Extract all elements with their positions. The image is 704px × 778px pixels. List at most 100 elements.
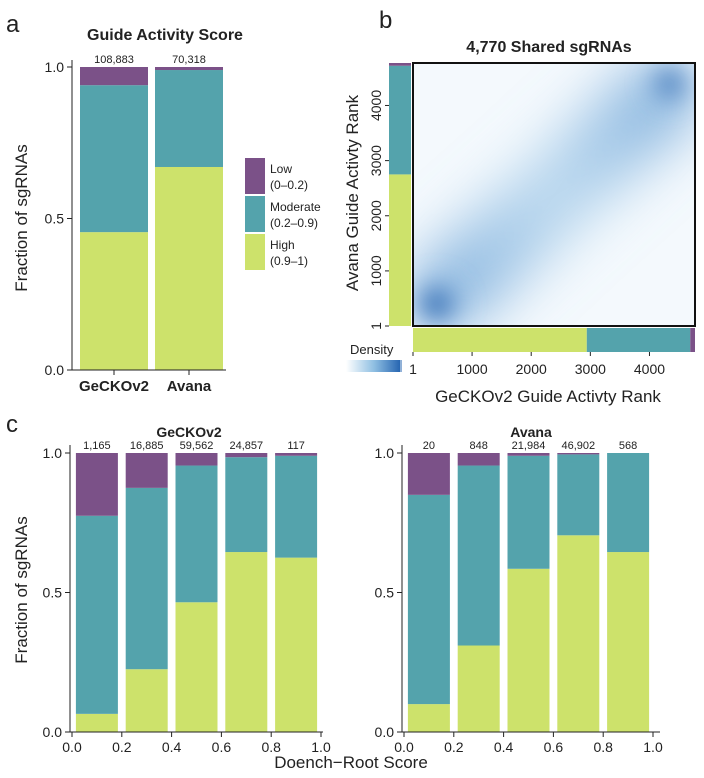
panel-b-x-tick-label: 1000	[456, 361, 487, 377]
panel-a-bars	[80, 67, 223, 370]
panel-c1-x-tick-label: 0.8	[261, 739, 281, 755]
panel-c2-x-tick-label: 0.4	[494, 739, 514, 755]
panel-c2-title: Avana	[510, 424, 552, 440]
legend-swatch-low	[245, 158, 265, 194]
density-heatmap	[413, 63, 695, 326]
panel-c2-bar-1-moderate	[457, 465, 500, 646]
panel-c2-bar-3-high	[557, 535, 600, 732]
panel-c1-bar-2-low	[175, 453, 218, 466]
panel-c2-y-ticks: 0.0 0.5 1.0	[375, 445, 402, 740]
panel-a: Guide Activity Score 108,883 70,318 0.00.…	[12, 27, 321, 395]
panel-c2-count-label: 20	[423, 440, 435, 452]
panel-a-y-tick-label: 1.0	[45, 59, 65, 75]
panel-c-xlabel: Doench−Root Score	[274, 753, 428, 772]
panel-b-y-tick-label: 4000	[368, 90, 384, 121]
x-marginal-high	[413, 328, 587, 352]
panel-a-x-tick-labels: GeCKOv2 Avana	[79, 370, 212, 395]
panel-c2-bar-1-low	[457, 453, 500, 466]
panel-c1-x-ticks: 0.0 0.2 0.4 0.6 0.8 1.0	[62, 732, 331, 755]
legend-swatch-moderate	[245, 196, 265, 232]
panel-c2-bar-0-moderate	[407, 494, 450, 705]
x-marginal-strip	[413, 328, 695, 352]
panel-c1-bar-4-moderate	[275, 455, 318, 558]
panel-c2-x-tick-label: 0.8	[593, 739, 613, 755]
legend-range-moderate: (0.2–0.9)	[270, 216, 318, 230]
panel-c1-bar-0-high	[75, 713, 118, 732]
panel-b-y-ticks: 1 1000 2000 3000 4000	[368, 90, 389, 330]
panel-c2-count-label: 848	[470, 440, 488, 452]
panel-a-x-tick-label: Avana	[167, 378, 212, 395]
panel-c2-bar-4-high	[607, 552, 650, 732]
panel-a-title: Guide Activity Score	[87, 27, 243, 44]
panel-c2-y-tick-label: 1.0	[375, 445, 395, 461]
panel-b-x-ticks: 1 1000 2000 3000 4000	[409, 352, 665, 377]
panel-c1-bar-2-moderate	[175, 465, 218, 603]
panel-c1-bar-4-low	[275, 453, 318, 456]
panel-a-x-tick-label: GeCKOv2	[79, 378, 149, 395]
panel-b-x-tick-label: 2000	[516, 361, 547, 377]
panel-b-y-tick-label: 3000	[368, 145, 384, 176]
panel-c1-bar-4-high	[275, 557, 318, 732]
legend-swatch-high	[245, 234, 265, 270]
panel-c1-x-tick-label: 0.6	[212, 739, 232, 755]
panel-c2-count-label: 568	[619, 440, 637, 452]
panel-c2-bar-0-low	[407, 453, 450, 495]
panel-b-x-tick-label: 3000	[575, 361, 606, 377]
panel-a-count-label: 70,318	[172, 54, 206, 66]
panel-c2-x-tick-label: 0.0	[394, 739, 414, 755]
y-marginal-strip	[389, 63, 411, 326]
panel-a-bar-1-moderate	[155, 70, 223, 167]
panel-a-bar-1-high	[155, 166, 223, 370]
panel-c1-bar-1-moderate	[125, 487, 168, 670]
panel-a-y-ticks: 0.0 0.5 1.0	[45, 59, 72, 378]
panel-a-y-tick-label: 0.5	[45, 211, 65, 227]
legend-label-high: High	[270, 238, 295, 252]
panel-c1-y-tick-label: 0.5	[43, 585, 63, 601]
panel-c1-bar-0-moderate	[75, 515, 118, 714]
panel-c1-x-tick-label: 0.0	[62, 739, 82, 755]
panel-label-b: b	[379, 7, 392, 34]
panel-c1-x-tick-label: 1.0	[311, 739, 331, 755]
panel-c2-bar-3-low	[557, 453, 600, 455]
density-hotspot-low-rank	[413, 274, 467, 326]
y-marginal-moderate	[389, 65, 411, 175]
panel-c2-y-tick-label: 0.0	[375, 724, 395, 740]
panel-c1-count-label: 1,165	[83, 440, 111, 452]
density-legend-bar	[346, 360, 402, 372]
panel-c2-x-tick-label: 0.6	[544, 739, 564, 755]
panel-b-title: 4,770 Shared sgRNAs	[466, 39, 632, 56]
panel-c2-bar-4-moderate	[607, 453, 650, 553]
panel-b-x-tick-label: 1	[409, 361, 417, 377]
panel-c2-bar-2-high	[507, 568, 550, 732]
panel-c1-count-labels: 1,165 16,885 59,562 24,857 117	[83, 440, 305, 452]
panel-c2-bar-2-moderate	[507, 455, 550, 569]
x-marginal-low	[690, 328, 695, 352]
panel-b-ylabel: Avana Guide Activty Rank	[343, 94, 362, 291]
panel-c1-bar-3-moderate	[225, 457, 268, 553]
panel-b-xlabel: GeCKOv2 Guide Activty Rank	[435, 387, 661, 406]
panel-c2-count-label: 46,902	[561, 440, 595, 452]
legend-range-high: (0.9–1)	[270, 254, 308, 268]
panel-c2-x-ticks: 0.0 0.2 0.4 0.6 0.8 1.0	[394, 732, 663, 755]
panel-c1-bars	[75, 453, 318, 732]
activity-legend: Low (0–0.2) Moderate (0.2–0.9) High (0.9…	[245, 158, 321, 270]
panel-c-geckov2: GeCKOv2 1,165 16,885 59,562 24,857 117 0.00.…	[12, 424, 331, 755]
panel-c2-bar-3-moderate	[557, 454, 600, 536]
density-hotspot-high-rank	[642, 63, 695, 112]
panel-a-bar-1-low	[155, 67, 223, 71]
panel-c1-bar-2-high	[175, 602, 218, 732]
panel-c1-y-tick-label: 0.0	[43, 724, 63, 740]
panel-c1-bar-0-low	[75, 453, 118, 516]
panel-a-y-tick-label: 0.0	[45, 362, 65, 378]
panel-b-x-tick-label: 4000	[634, 361, 665, 377]
panel-c1-bar-1-high	[125, 669, 168, 732]
panel-c1-count-label: 24,857	[229, 440, 263, 452]
panel-c1-ylabel: Fraction of sgRNAs	[12, 516, 31, 663]
legend-label-moderate: Moderate	[270, 200, 321, 214]
panel-c1-x-tick-label: 0.4	[162, 739, 182, 755]
panel-c2-bars	[407, 453, 650, 732]
density-frame	[412, 62, 696, 327]
density-legend-title: Density	[350, 342, 394, 357]
panel-c1-bar-3-low	[225, 453, 268, 458]
